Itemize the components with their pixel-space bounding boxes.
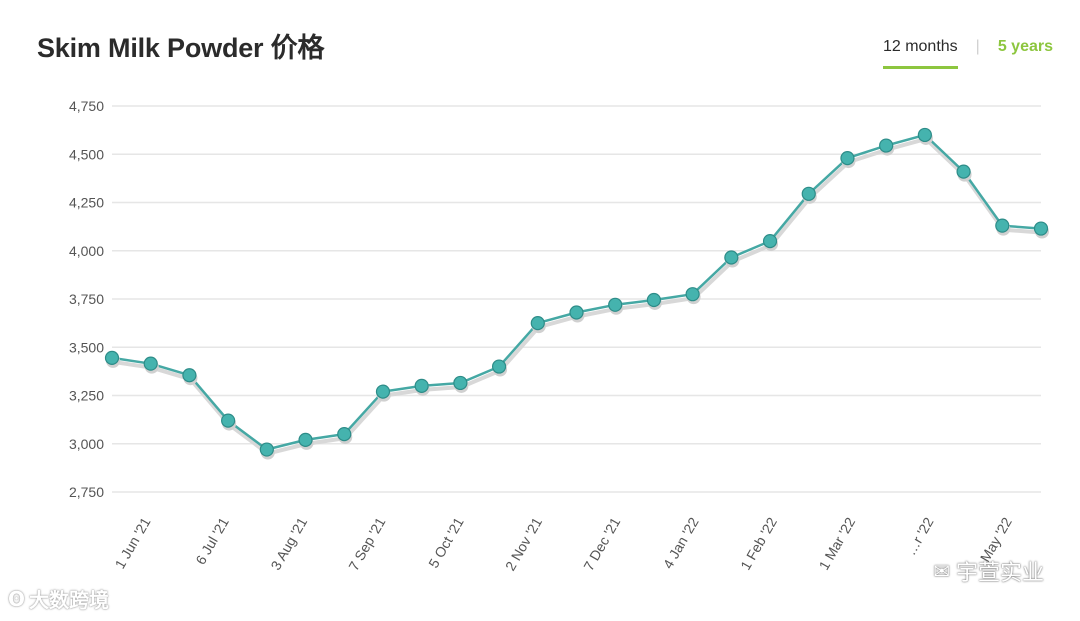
data-point[interactable] — [337, 427, 352, 442]
data-point[interactable] — [646, 292, 662, 308]
series-line-path — [111, 133, 1042, 451]
data-point[interactable] — [104, 350, 120, 365]
data-point[interactable] — [414, 378, 429, 393]
x-tick-label: …r '22 — [902, 514, 936, 558]
data-point[interactable] — [762, 234, 778, 249]
y-tick-label: 3,250 — [69, 388, 104, 404]
data-point[interactable] — [956, 164, 971, 179]
y-tick-label: 4,000 — [69, 243, 104, 259]
data-point[interactable] — [685, 287, 700, 302]
y-tick-label: 3,000 — [69, 436, 104, 452]
y-tick-label: 3,500 — [69, 339, 104, 355]
data-point[interactable] — [840, 151, 855, 166]
data-point[interactable] — [259, 442, 274, 457]
y-tick-label: 4,750 — [69, 98, 104, 114]
period-tabs: 12 months | 5 years — [882, 36, 1053, 69]
x-tick-label: 6 Jul '21 — [192, 514, 232, 567]
x-tick-label: 4 Jan '22 — [660, 514, 702, 571]
x-tick-label: 1 Feb '22 — [737, 514, 780, 572]
y-axis-labels: 2,750 3,000 3,250 3,500 3,750 4,000 4,250 4,500… — [69, 98, 104, 500]
y-tick-label: 4,250 — [69, 195, 104, 211]
data-point[interactable] — [995, 218, 1010, 233]
tab-12-months[interactable]: 12 months — [882, 36, 958, 69]
data-point[interactable] — [801, 186, 816, 201]
wechat-icon: ✉ — [933, 559, 950, 583]
data-point[interactable] — [1033, 221, 1049, 236]
data-point[interactable] — [375, 384, 391, 399]
x-tick-label: 1 Mar '22 — [815, 514, 858, 572]
tab-separator: | — [975, 37, 980, 55]
x-tick-label: 1 Jun '21 — [112, 514, 154, 571]
x-tick-label: 5 Oct '21 — [425, 514, 467, 570]
x-tick-label: 7 Dec '21 — [580, 514, 623, 573]
data-points — [104, 127, 1049, 460]
page-title: Skim Milk Powder 价格 — [37, 33, 325, 63]
data-point[interactable] — [182, 368, 197, 383]
weibo-icon: ʘ — [8, 586, 26, 611]
data-point[interactable] — [879, 138, 894, 153]
tab-5-years[interactable]: 5 years — [997, 38, 1053, 55]
y-tick-label: 2,750 — [69, 484, 104, 500]
data-point[interactable] — [221, 413, 236, 428]
y-tick-label: 4,500 — [69, 146, 104, 162]
watermark-left: ʘ 大数跨境 — [8, 584, 109, 613]
watermark-right-text: 宇萱实业 — [955, 561, 1044, 586]
data-point[interactable] — [491, 359, 507, 374]
data-point[interactable] — [608, 297, 623, 312]
series-line — [111, 133, 1043, 456]
data-point[interactable] — [724, 250, 739, 265]
data-point[interactable] — [569, 305, 584, 320]
x-tick-label: 3 Aug '21 — [267, 514, 310, 572]
watermark-right: ✉ 宇萱实业 — [933, 555, 1044, 587]
x-axis-labels: 1 Jun '21 6 Jul '21 3 Aug '21 7 Sep '21 5 Oc… — [112, 514, 1015, 573]
series-line-shadow — [112, 136, 1043, 456]
data-point[interactable] — [917, 127, 932, 143]
grid-lines — [112, 105, 1041, 493]
data-point[interactable] — [530, 316, 545, 331]
x-tick-label: 2 Nov '21 — [502, 514, 545, 573]
data-point[interactable] — [453, 375, 468, 391]
data-point[interactable] — [143, 356, 158, 371]
watermark-left-text: 大数跨境 — [29, 588, 110, 612]
data-point[interactable] — [298, 432, 313, 447]
x-tick-label: 7 Sep '21 — [345, 514, 388, 573]
y-tick-label: 3,750 — [69, 291, 104, 307]
